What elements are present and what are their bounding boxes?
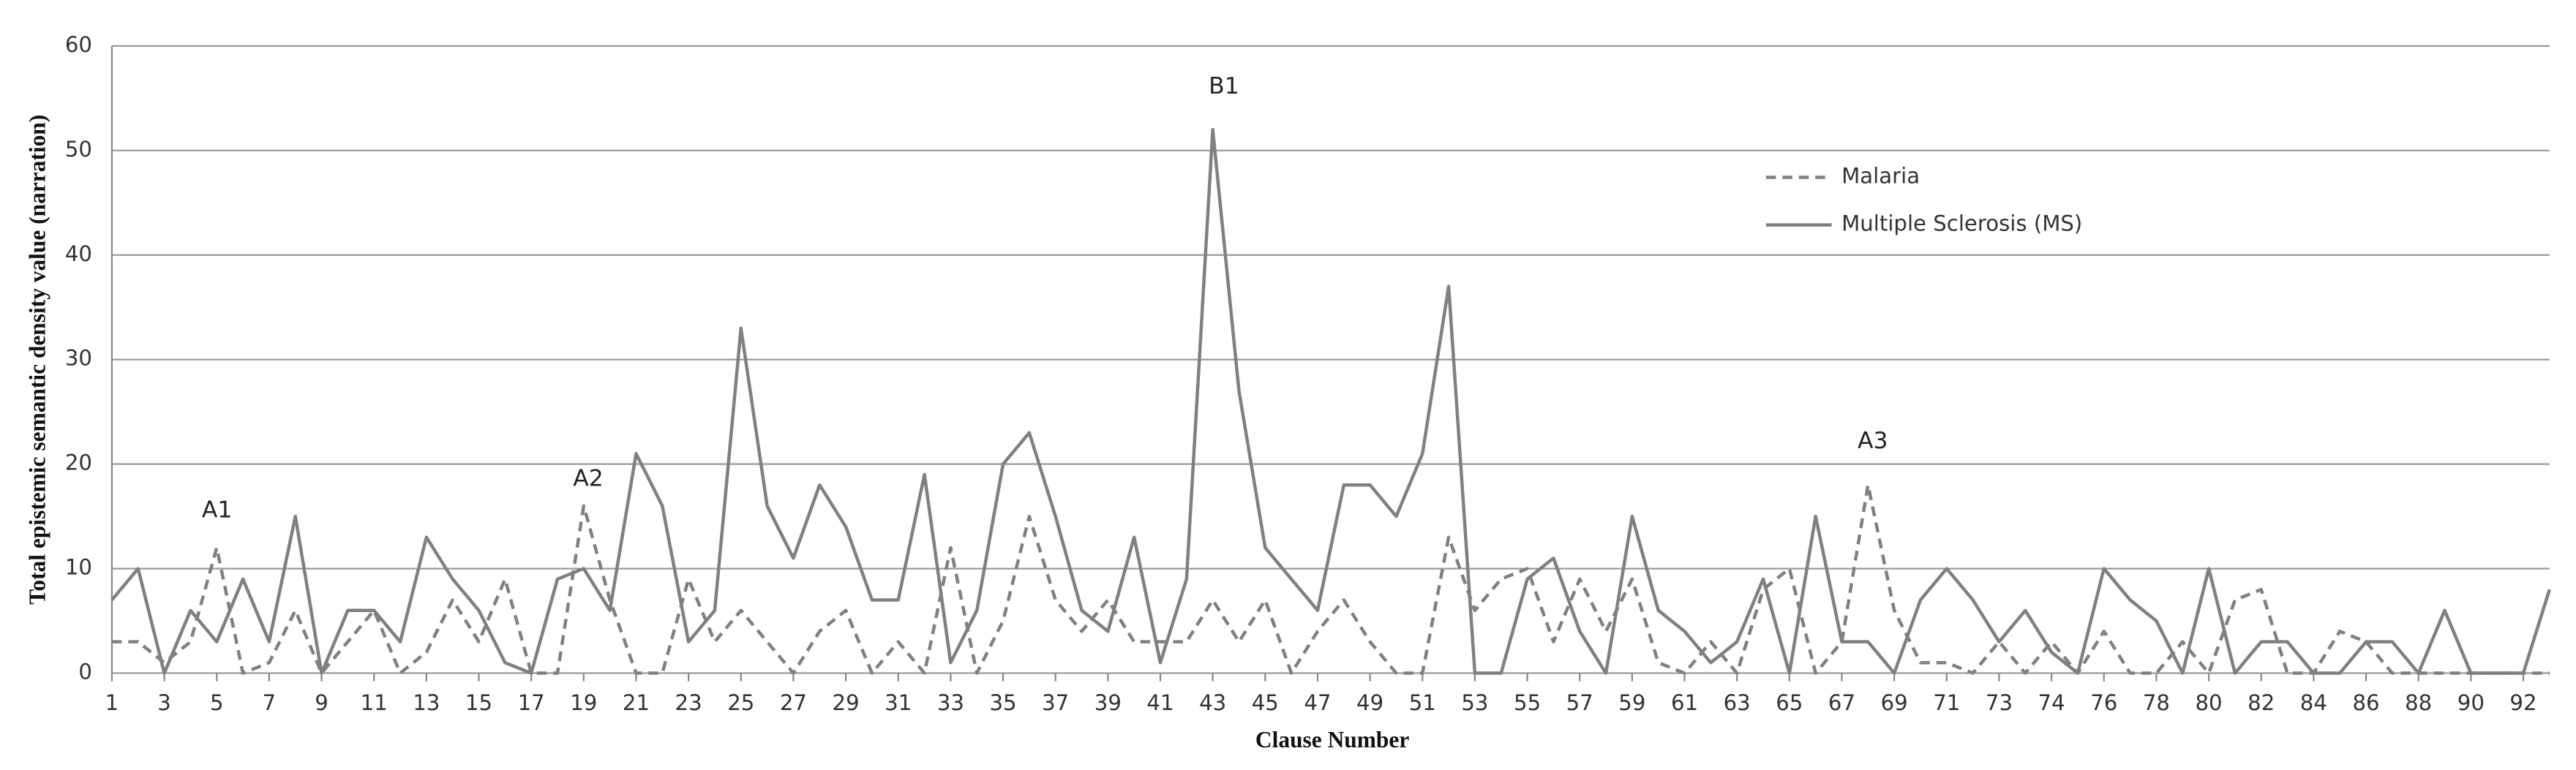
- x-tick-label: 53: [1461, 690, 1488, 715]
- legend-label: Malaria: [1841, 163, 1920, 188]
- x-tick-label: 17: [518, 690, 545, 715]
- x-tick-label: 41: [1146, 690, 1174, 715]
- x-tick-label: 78: [2143, 690, 2170, 715]
- legend-label: Multiple Sclerosis (MS): [1841, 211, 2082, 236]
- x-tick-label: 88: [2405, 690, 2432, 715]
- y-tick-label: 30: [65, 346, 92, 371]
- x-tick-label: 3: [157, 690, 171, 715]
- x-tick-label: 74: [2038, 690, 2065, 715]
- x-tick-label: 21: [623, 690, 650, 715]
- x-tick-label: 31: [885, 690, 912, 715]
- x-tick-label: 63: [1724, 690, 1751, 715]
- x-tick-label: 37: [1042, 690, 1069, 715]
- x-tick-label: 92: [2509, 690, 2536, 715]
- y-tick-label: 40: [65, 241, 92, 266]
- x-tick-label: 39: [1094, 690, 1122, 715]
- x-tick-label: 65: [1776, 690, 1803, 715]
- x-tick-label: 27: [780, 690, 807, 715]
- x-tick-label: 45: [1252, 690, 1279, 715]
- x-tick-label: 90: [2457, 690, 2485, 715]
- x-tick-label: 43: [1199, 690, 1226, 715]
- x-tick-label: 49: [1356, 690, 1383, 715]
- x-tick-label: 13: [413, 690, 440, 715]
- x-tick-label: 86: [2352, 690, 2379, 715]
- x-tick-label: 47: [1304, 690, 1331, 715]
- x-tick-label: 19: [570, 690, 597, 715]
- x-tick-label: 71: [1933, 690, 1960, 715]
- y-tick-label: 50: [65, 137, 92, 162]
- x-tick-label: 5: [210, 690, 224, 715]
- x-tick-label: 55: [1514, 690, 1541, 715]
- x-tick-label: 51: [1409, 690, 1436, 715]
- x-tick-label: 15: [465, 690, 492, 715]
- x-tick-label: 61: [1671, 690, 1698, 715]
- x-tick-label: 35: [989, 690, 1016, 715]
- annotation: A2: [573, 466, 604, 492]
- x-tick-label: 9: [315, 690, 328, 715]
- annotation: A1: [202, 497, 233, 523]
- y-tick-label: 0: [78, 660, 92, 684]
- x-tick-label: 7: [263, 690, 277, 715]
- x-tick-label: 67: [1828, 690, 1855, 715]
- x-tick-label: 73: [1986, 690, 2013, 715]
- x-axis-title: Clause Number: [1255, 727, 1409, 752]
- x-tick-label: 84: [2300, 690, 2327, 715]
- x-tick-label: 33: [937, 690, 964, 715]
- y-tick-label: 60: [65, 32, 92, 57]
- x-tick-label: 11: [361, 690, 388, 715]
- x-tick-label: 82: [2248, 690, 2275, 715]
- y-axis-title: Total epistemic semantic density value (…: [24, 115, 50, 605]
- series-line: [111, 483, 2550, 675]
- annotation: B1: [1209, 73, 1239, 99]
- x-tick-label: 57: [1566, 690, 1593, 715]
- annotation: A3: [1858, 428, 1888, 454]
- y-tick-label: 20: [65, 450, 92, 475]
- x-tick-label: 23: [675, 690, 702, 715]
- series-line: [110, 127, 2551, 675]
- x-tick-label: 25: [727, 690, 754, 715]
- x-tick-label: 76: [2090, 690, 2117, 715]
- x-tick-label: 29: [833, 690, 860, 715]
- x-tick-label: 69: [1881, 690, 1908, 715]
- x-tick-label: 59: [1618, 690, 1645, 715]
- x-tick-label: 80: [2196, 690, 2223, 715]
- y-tick-label: 10: [65, 555, 92, 580]
- x-tick-label: 1: [105, 690, 119, 715]
